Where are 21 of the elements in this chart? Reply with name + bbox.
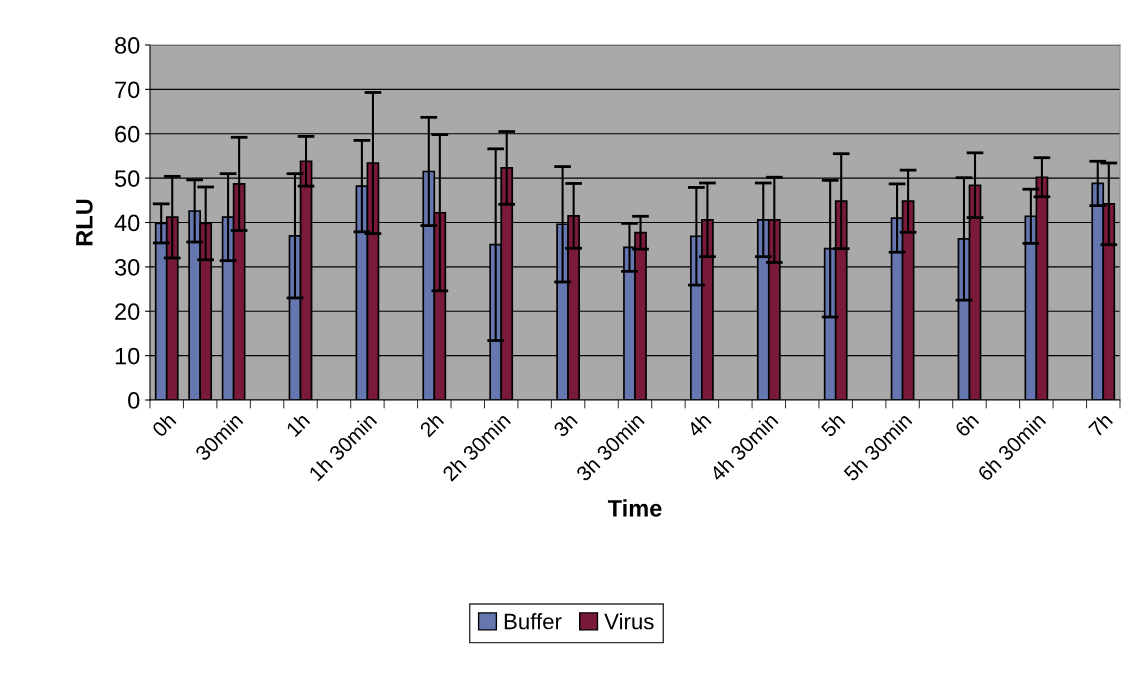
y-tick-label: 10: [115, 347, 140, 365]
x-tick-label: 6h: [953, 412, 980, 438]
legend-label: Buffer: [504, 613, 562, 630]
y-tick-label: 70: [115, 81, 140, 99]
y-tick-label: 50: [114, 170, 140, 187]
x-tick-label: 1h: [285, 412, 311, 438]
x-tick-label: 4h: [685, 412, 712, 438]
y-tick-label: 0: [128, 392, 140, 409]
y-tick-label: 80: [115, 37, 140, 54]
y-tick-label: 30: [114, 258, 140, 276]
x-tick-label: 2h: [418, 412, 445, 438]
y-axis-title: RLU: [76, 199, 93, 246]
x-tick-label: 3h: [552, 412, 578, 438]
y-tick-label: 20: [115, 303, 140, 321]
x-tick-label: 7h: [1087, 412, 1113, 438]
x-tick-label: 0h: [150, 412, 177, 438]
x-axis-title: Time: [607, 499, 662, 517]
y-tick-label: 60: [115, 125, 140, 143]
x-tick-label: 5h: [819, 412, 846, 438]
legend-label: Virus: [604, 613, 654, 630]
y-tick-label: 40: [114, 214, 140, 232]
